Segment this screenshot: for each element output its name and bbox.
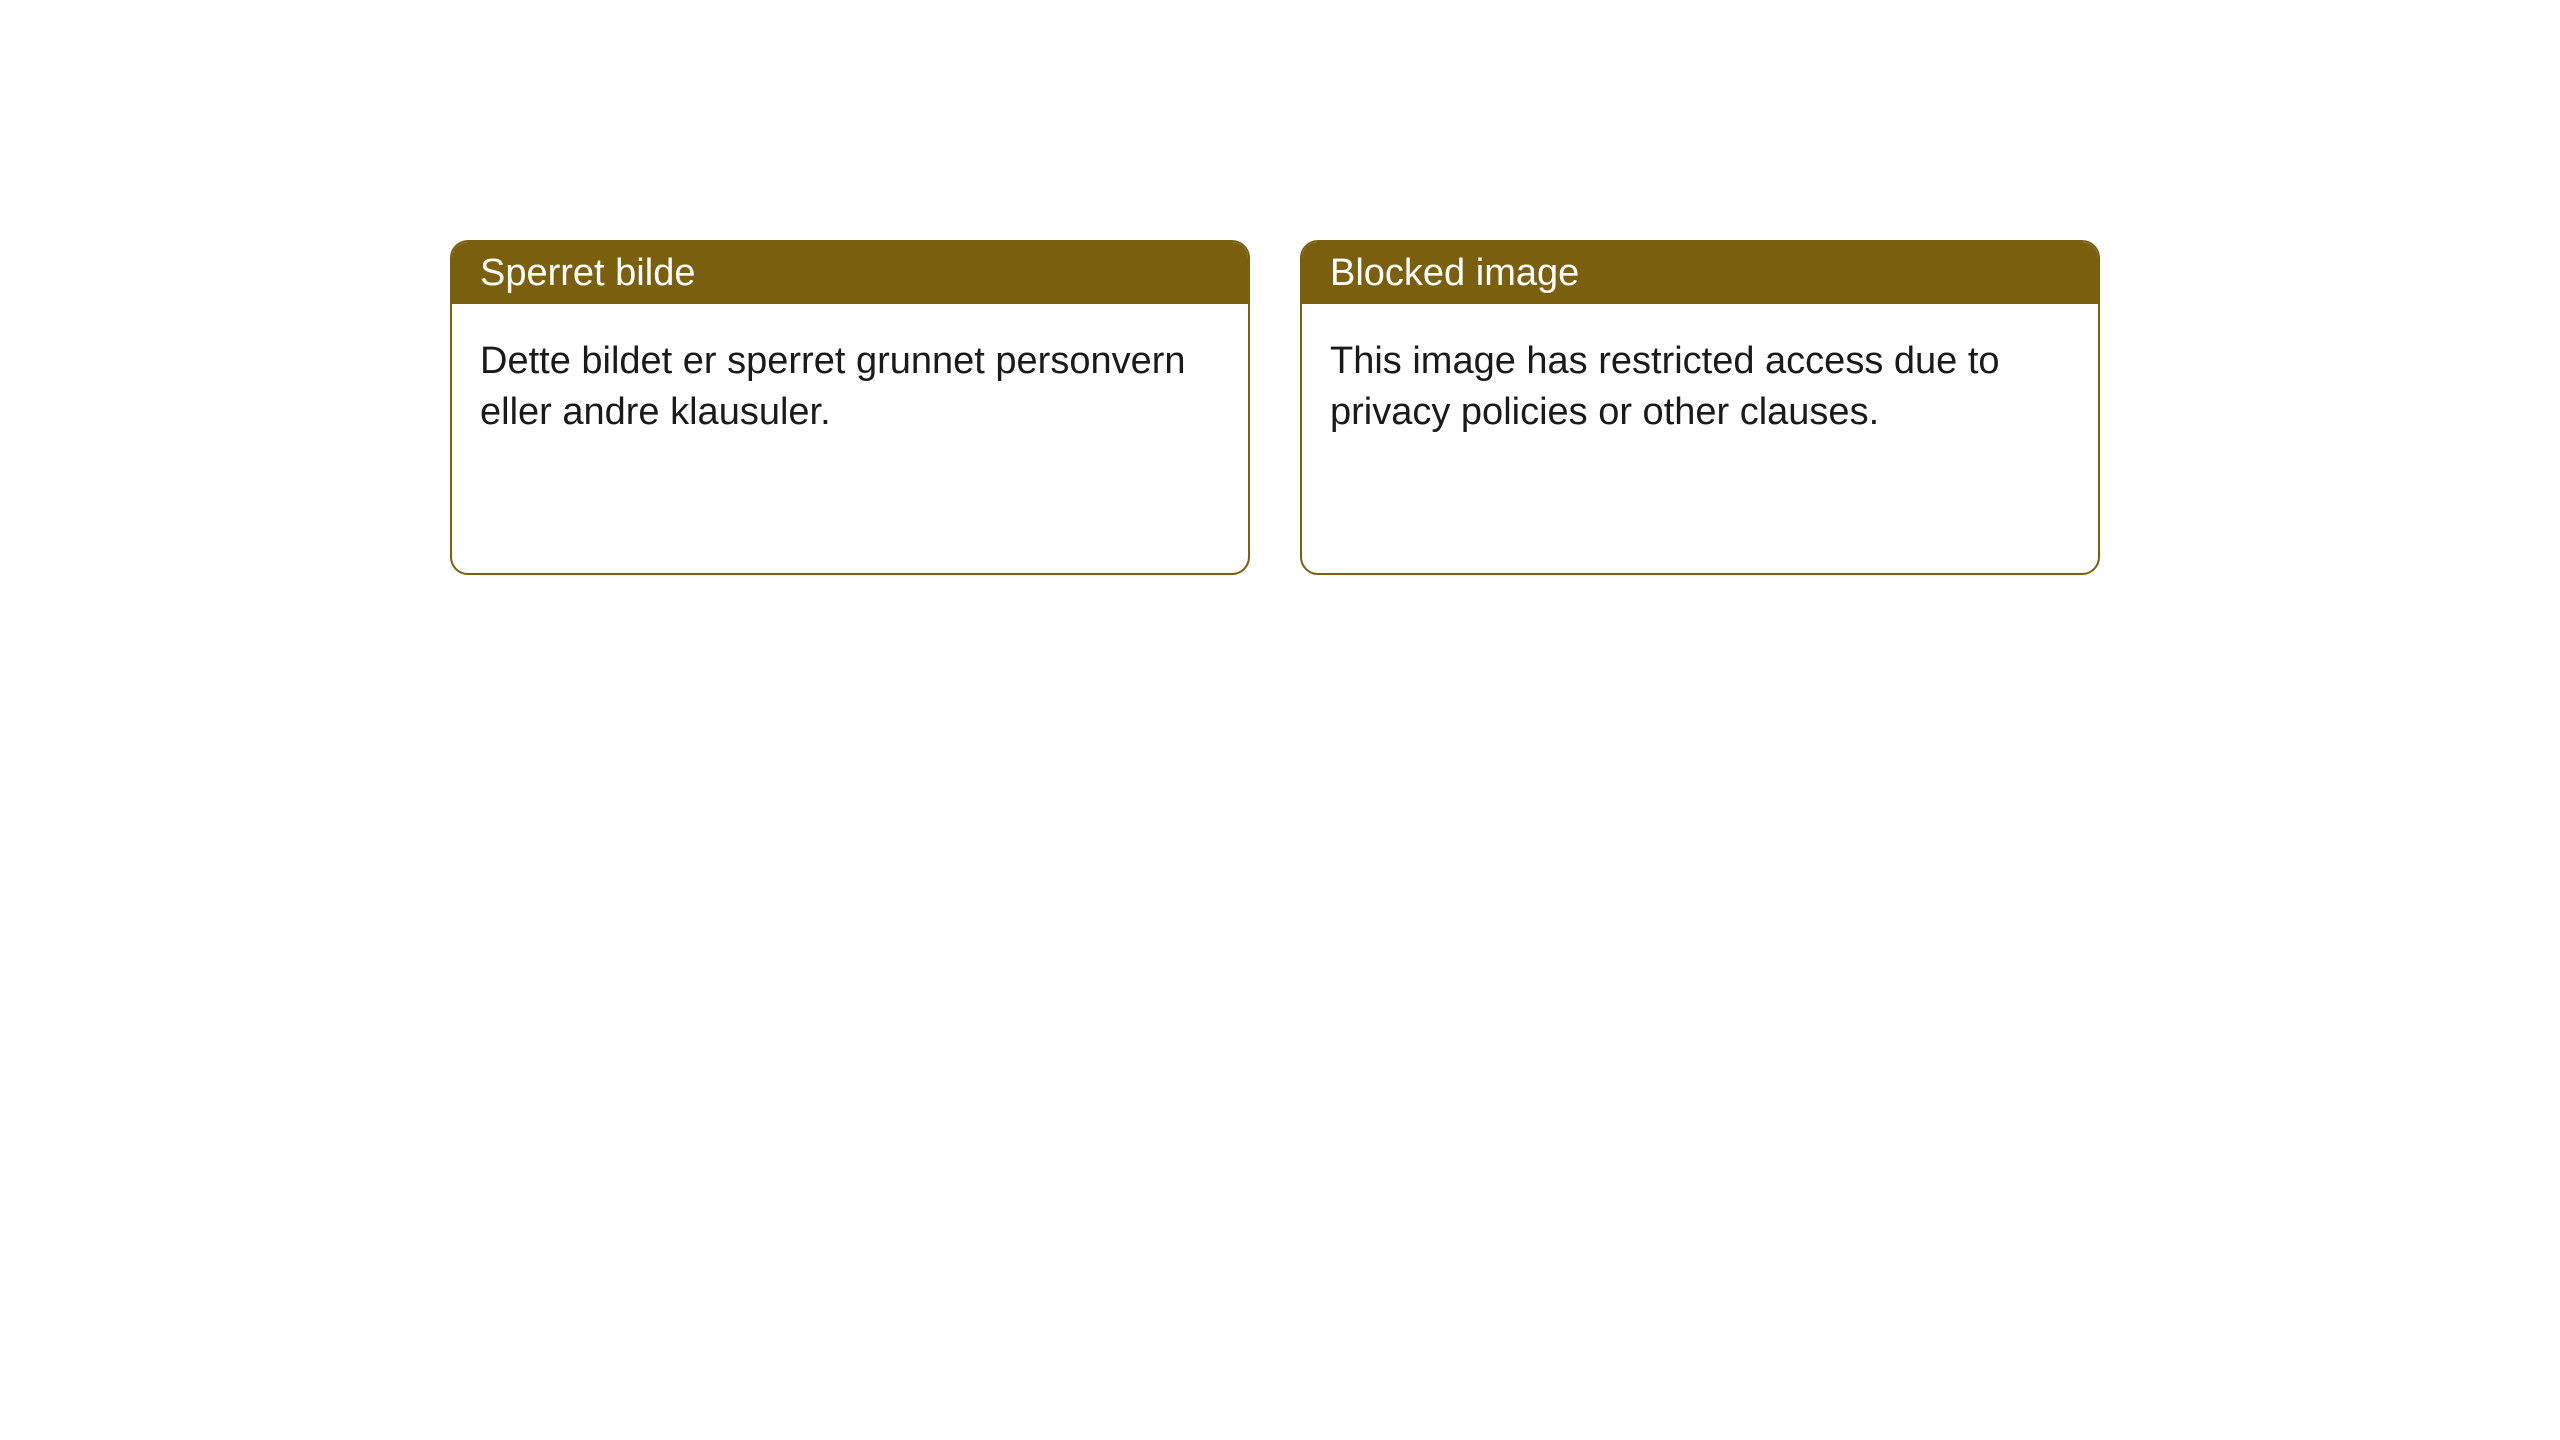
- notice-card-norwegian: Sperret bilde Dette bildet er sperret gr…: [450, 240, 1250, 575]
- card-body-text: This image has restricted access due to …: [1330, 340, 2000, 433]
- card-header-text: Blocked image: [1330, 252, 1579, 295]
- card-body: Dette bildet er sperret grunnet personve…: [452, 304, 1248, 471]
- card-header: Sperret bilde: [452, 242, 1248, 304]
- card-body: This image has restricted access due to …: [1302, 304, 2098, 471]
- notice-container: Sperret bilde Dette bildet er sperret gr…: [0, 0, 2560, 575]
- card-body-text: Dette bildet er sperret grunnet personve…: [480, 340, 1186, 433]
- notice-card-english: Blocked image This image has restricted …: [1300, 240, 2100, 575]
- card-header: Blocked image: [1302, 242, 2098, 304]
- card-header-text: Sperret bilde: [480, 252, 695, 295]
